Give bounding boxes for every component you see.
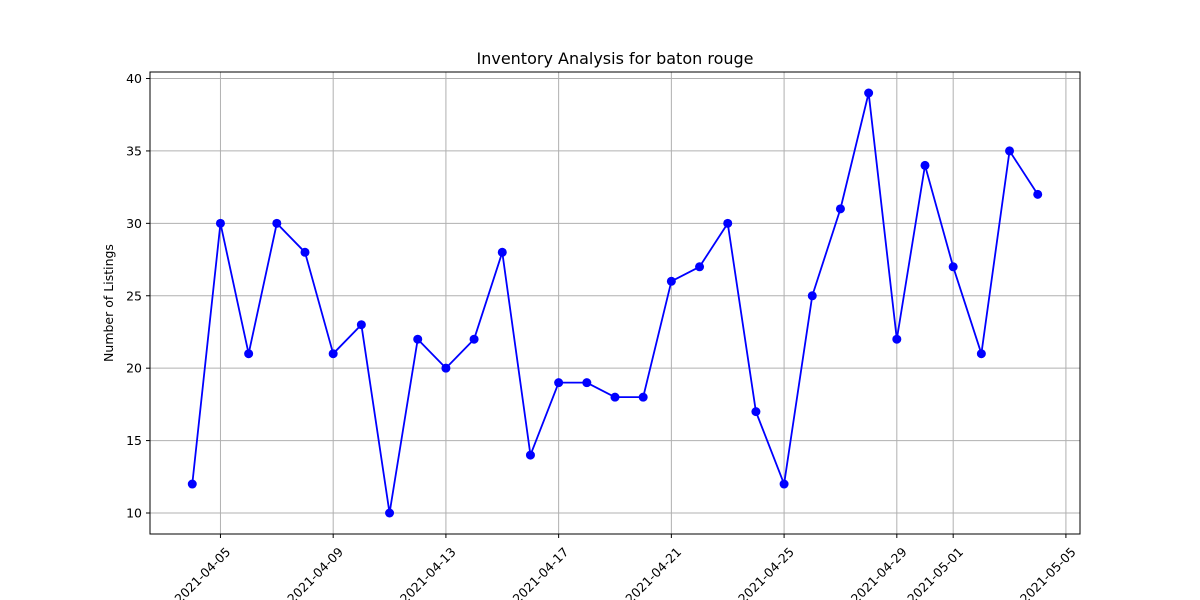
data-point — [215, 218, 225, 228]
data-point — [610, 392, 620, 402]
data-point — [413, 334, 423, 344]
y-tick-label: 15 — [126, 433, 142, 448]
data-point — [723, 218, 733, 228]
data-point — [441, 363, 451, 373]
data-point — [554, 378, 564, 388]
x-tick-label: 2021-04-17 — [510, 544, 572, 600]
data-point — [807, 291, 817, 301]
data-point — [864, 88, 874, 98]
x-tick-label: 2021-04-13 — [397, 544, 459, 600]
series-layer — [187, 88, 1043, 518]
data-point — [385, 508, 395, 518]
data-point — [835, 204, 845, 214]
y-axis-label: Number of Listings — [101, 244, 116, 362]
data-point — [469, 334, 479, 344]
data-point — [328, 349, 338, 359]
grid-layer — [150, 72, 1080, 534]
data-point — [497, 247, 507, 257]
data-point — [1005, 146, 1015, 156]
data-point — [695, 262, 705, 272]
x-tick-label: 2021-05-01 — [904, 544, 966, 600]
x-tick-label: 2021-04-25 — [735, 544, 797, 600]
data-point — [272, 218, 282, 228]
x-tick-label: 2021-04-21 — [622, 544, 684, 600]
data-point — [920, 160, 930, 170]
data-point — [976, 349, 986, 359]
data-point — [751, 407, 761, 417]
data-point — [582, 378, 592, 388]
series-line — [191, 92, 1039, 514]
y-tick-label: 30 — [126, 216, 142, 231]
plot-area-frame — [149, 71, 1081, 535]
data-point — [779, 479, 789, 489]
data-point — [356, 320, 366, 330]
x-tick-label: 2021-04-29 — [848, 544, 910, 600]
chart-title: Inventory Analysis for baton rouge — [476, 49, 753, 68]
x-axis-ticks: 2021-04-05 2021-04-09 2021-04-13 2021-04-17… — [171, 534, 1079, 600]
data-point — [244, 349, 254, 359]
x-tick-label: 2021-04-05 — [171, 544, 233, 600]
data-point — [638, 392, 648, 402]
data-point — [892, 334, 902, 344]
data-point — [300, 247, 310, 257]
y-axis-ticks: 10 15 20 25 30 35 40 — [126, 71, 150, 521]
data-point — [948, 262, 958, 272]
y-tick-label: 10 — [126, 506, 142, 521]
x-tick-label: 2021-05-05 — [1017, 544, 1079, 600]
data-point — [525, 450, 535, 460]
x-tick-label: 2021-04-09 — [284, 544, 346, 600]
y-tick-label: 20 — [126, 361, 142, 376]
data-point — [187, 479, 197, 489]
data-point — [666, 276, 676, 286]
y-tick-label: 40 — [126, 71, 142, 86]
y-tick-label: 35 — [126, 143, 142, 158]
y-tick-label: 25 — [126, 288, 142, 303]
data-point — [1033, 189, 1043, 199]
